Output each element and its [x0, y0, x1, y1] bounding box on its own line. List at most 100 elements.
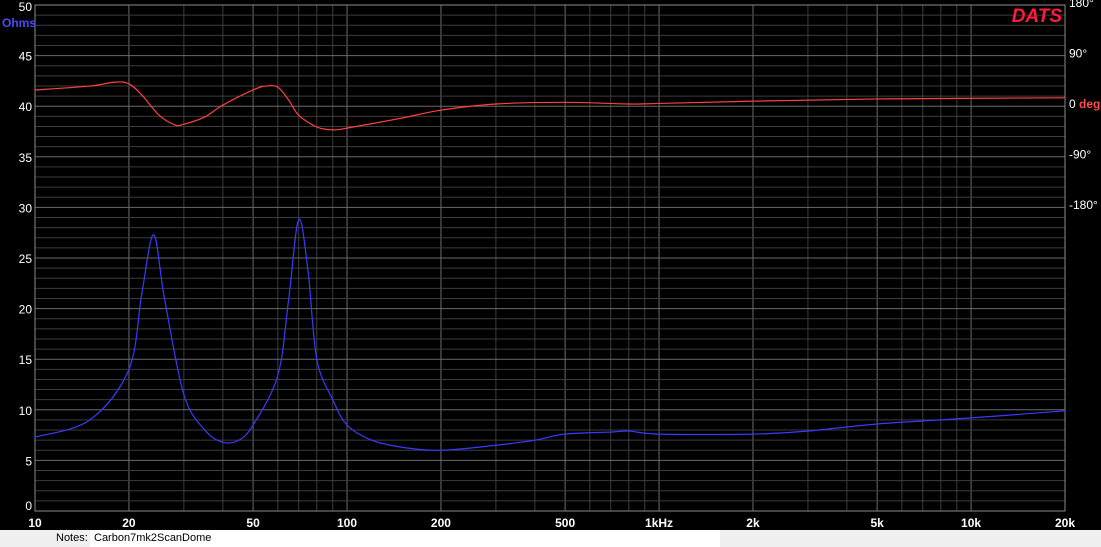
plot-frame	[34, 4, 1066, 512]
impedance-point	[89, 419, 91, 421]
x-tick-label: 500	[555, 516, 575, 530]
impedance-point	[222, 441, 224, 443]
phase-curve	[34, 81, 1066, 131]
phase-point	[658, 102, 660, 105]
phase-point	[346, 127, 348, 129]
y-left-tick-label: 25	[19, 252, 33, 266]
impedance-point	[752, 433, 754, 435]
y-left-tick-label: 40	[19, 100, 33, 114]
notes-label: Notes:	[56, 532, 88, 544]
impedance-point	[1064, 410, 1066, 412]
tick-value: 0	[1069, 97, 1076, 111]
impedance-point	[298, 218, 300, 221]
phase-point	[265, 85, 267, 87]
x-tick-label: 100	[337, 516, 357, 530]
x-tick-label: 50	[246, 516, 260, 530]
phase-point	[89, 85, 91, 87]
impedance-point	[564, 433, 566, 435]
impedance-point	[970, 417, 972, 419]
phase-point	[158, 114, 160, 116]
impedance-point	[252, 424, 254, 426]
y-left-tick-label: 10	[19, 404, 33, 418]
dats-logo: DATS	[1012, 6, 1063, 27]
tick-value: 90°	[1069, 47, 1087, 61]
impedance-point	[204, 429, 206, 431]
phase-point	[440, 109, 442, 111]
phase-point	[222, 104, 224, 106]
phase-point	[141, 94, 143, 96]
impedance-point	[316, 358, 318, 360]
tick-value: -90°	[1069, 148, 1091, 162]
impedance-point	[277, 374, 279, 376]
phase-point	[128, 83, 130, 85]
phase-point	[332, 129, 334, 131]
y-left-tick-label: 45	[19, 50, 33, 64]
impedance-point	[141, 292, 143, 295]
impedance-point	[628, 430, 630, 432]
tick-value: 180°	[1069, 0, 1094, 10]
impedance-point	[153, 234, 155, 236]
y-left-unit-label: Ohms	[2, 16, 36, 30]
y-right-tick-label: 180°	[1069, 0, 1094, 10]
impedance-point	[534, 439, 536, 441]
phase-point	[34, 89, 36, 91]
y-right-tick-label: 0 deg	[1069, 97, 1100, 111]
chart-svg: 10 20 50 100 200 500 1kHz 2k 5k 10k 20k05101520253…	[2, 0, 1100, 530]
impedance-point	[807, 430, 809, 432]
phase-point	[876, 98, 878, 100]
y-right-tick-label: 90°	[1069, 47, 1087, 61]
x-tick-label: 10k	[961, 516, 981, 530]
impedance-point	[307, 270, 309, 272]
impedance-point	[183, 394, 185, 396]
notes-bar: Notes: Carbon7mk2ScanDome	[0, 530, 1101, 547]
impedance-point	[440, 449, 442, 451]
impedance-point	[288, 298, 290, 301]
phase-point	[564, 101, 566, 103]
impedance-point	[495, 444, 497, 446]
phase-point	[114, 81, 116, 83]
phase-point	[183, 123, 185, 125]
impedance-point	[238, 439, 240, 441]
y-left-tick-label: 5	[25, 454, 32, 468]
impedance-point	[346, 424, 348, 426]
phase-point	[495, 103, 497, 105]
phase-point	[1064, 97, 1066, 99]
phase-point	[288, 99, 290, 101]
y-left-tick-label: 0	[25, 499, 32, 513]
x-tick-label: 200	[431, 516, 451, 530]
x-tick-label: 20	[122, 516, 136, 530]
impedance-point	[332, 399, 334, 401]
impedance-point	[401, 446, 403, 448]
impedance-point	[658, 433, 660, 435]
phase-point	[173, 124, 176, 126]
y-left-tick-label: 35	[19, 151, 33, 165]
x-tick-label: 5k	[870, 516, 884, 530]
y-right-tick-label: -90°	[1069, 148, 1091, 162]
x-tick-label: 10	[28, 516, 42, 530]
impedance-curve	[34, 218, 1066, 451]
x-tick-label: 2k	[746, 516, 760, 530]
notes-field[interactable]: Carbon7mk2ScanDome	[90, 530, 720, 547]
impedance-point	[371, 439, 373, 441]
y-left-tick-label: 20	[19, 303, 33, 317]
phase-point	[752, 100, 754, 102]
phase-point	[277, 86, 279, 88]
phase-unit-label: deg	[1076, 97, 1101, 111]
y-right-tick-label: -180°	[1069, 198, 1098, 212]
phase-point	[298, 114, 300, 116]
impedance-point	[610, 431, 612, 433]
tick-value: -180°	[1069, 198, 1098, 212]
phase-point	[401, 117, 403, 119]
y-left-tick-label: 30	[19, 201, 33, 215]
x-tick-label: 1kHz	[645, 516, 673, 530]
phase-point	[204, 116, 206, 118]
impedance-point	[876, 423, 878, 425]
x-tick-label: 20k	[1055, 516, 1075, 530]
impedance-point	[34, 436, 36, 438]
phase-point	[252, 89, 254, 91]
notes-value: Carbon7mk2ScanDome	[94, 532, 212, 544]
phase-point	[628, 103, 630, 105]
phase-point	[316, 126, 318, 128]
y-left-tick-label: 50	[19, 0, 33, 14]
